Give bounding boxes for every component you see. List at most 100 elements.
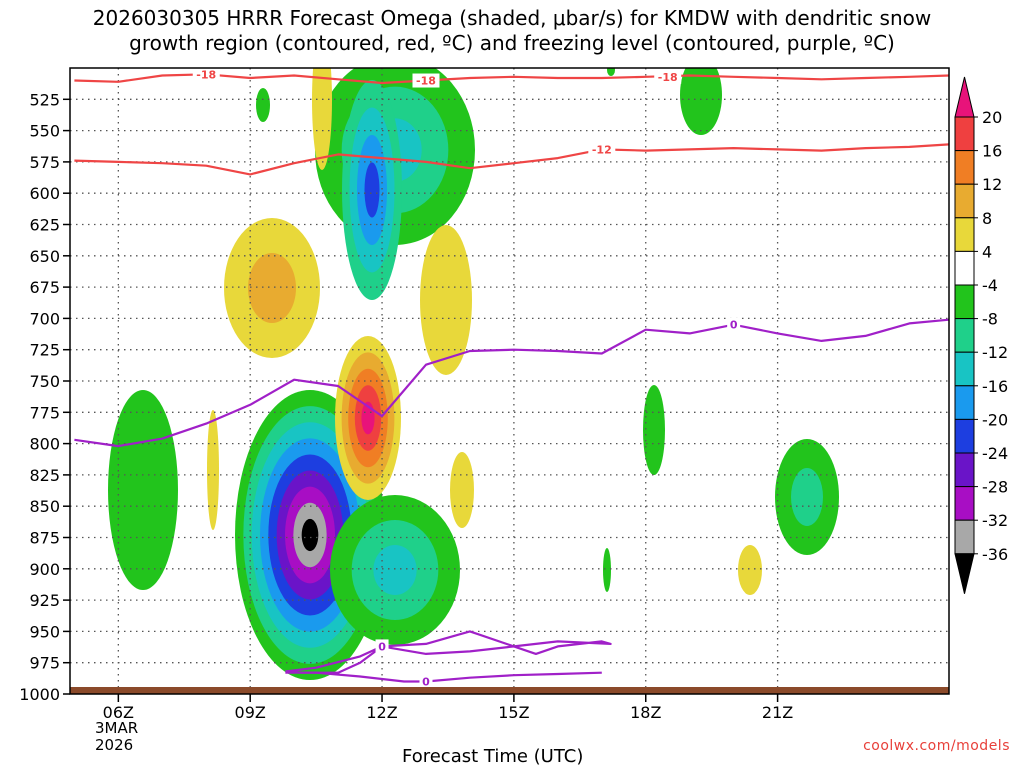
contour-purple-0-loop	[285, 630, 612, 674]
colorbar-bin-4	[954, 217, 975, 252]
colorbar-label-11: -28	[982, 478, 1008, 497]
ascent-tail-level-2	[373, 545, 417, 595]
colorbar-bin-2	[954, 150, 975, 185]
colorbar-label-7: -12	[982, 343, 1008, 362]
colorbar-label-5: -4	[982, 276, 998, 295]
y-tick-label-900: 900	[29, 560, 60, 579]
chart-title-line2: growth region (contoured, red, ºC) and f…	[129, 31, 895, 55]
colorbar-bin-1	[954, 116, 975, 152]
x-tick-label-18Z: 18Z	[630, 703, 661, 722]
chart-title: 2026030305 HRRR Forecast Omega (shaded, …	[0, 6, 1024, 56]
colorbar-bin-5	[954, 250, 975, 286]
colorbar-bin-10	[954, 418, 975, 454]
y-tick-label-525: 525	[29, 90, 60, 109]
contour-purple-0-lower	[285, 671, 602, 683]
y-tick-label-775: 775	[29, 403, 60, 422]
x-tick-label-12Z: 12Z	[366, 703, 397, 722]
x-tick-label-15Z: 15Z	[498, 703, 529, 722]
ascent-tiny-level-0	[603, 548, 611, 592]
contour-red-m12	[74, 143, 949, 176]
date-label-day: 3MAR	[95, 719, 139, 737]
y-tick-label-850: 850	[29, 497, 60, 516]
x-tick-label-09Z: 09Z	[235, 703, 266, 722]
contour-lines: -18 -18 -18 -12 0 0 0	[74, 68, 949, 689]
sinking-right-mid-level-0	[420, 225, 472, 375]
y-tick-label-575: 575	[29, 153, 60, 172]
y-tick-label-925: 925	[29, 591, 60, 610]
x-tick-label-21Z: 21Z	[762, 703, 793, 722]
contour-purple-0-upper-label-bg-0	[727, 317, 741, 332]
colorbar-bin-13	[954, 519, 975, 555]
contour-red-m18-label-bg-0	[192, 68, 220, 82]
y-tick-label-675: 675	[29, 278, 60, 297]
y-tick-label-950: 950	[29, 622, 60, 641]
sinking-thin-top-level-0	[312, 68, 332, 170]
colorbar-label-8: -16	[982, 377, 1008, 396]
colorbar-bottom-arrow	[954, 553, 975, 594]
upper-ascent-core-level-3	[364, 162, 380, 218]
date-label: 3MAR 2026	[95, 720, 138, 754]
sinking-thin-left-level-0	[207, 410, 219, 530]
y-tick-label-625: 625	[29, 216, 60, 235]
ascent-small-top-level-0	[256, 88, 270, 122]
y-tick-label-1000: 1000	[19, 685, 60, 704]
colorbar-label-12: -32	[982, 511, 1008, 530]
y-tick-label-700: 700	[29, 309, 60, 328]
date-label-year: 2026	[95, 736, 134, 754]
contour-purple-0-lower-label-0: 0	[422, 675, 430, 688]
colorbar-top-arrow	[954, 76, 975, 118]
sinking-small-right-level-0	[738, 545, 762, 595]
omega-shading	[108, 68, 839, 680]
ascent-right-level-1	[791, 468, 823, 526]
contour-purple-0-upper-label-0: 0	[730, 319, 738, 332]
grid-lines	[70, 68, 949, 694]
y-tick-label-650: 650	[29, 247, 60, 266]
chart-title-line1: 2026030305 HRRR Forecast Omega (shaded, …	[92, 6, 932, 30]
sinking-low-level-0	[450, 452, 474, 528]
contour-red-m18-label-1: -18	[416, 75, 436, 88]
colorbar-bin-6	[954, 284, 975, 320]
colorbar-label-6: -8	[982, 310, 998, 329]
contour-purple-0-upper	[74, 318, 949, 448]
colorbar-label-0: 20	[982, 108, 1002, 127]
colorbar-bin-8	[954, 351, 975, 387]
colorbar-label-2: 12	[982, 175, 1002, 194]
contour-red-m18-label-bg-2	[654, 69, 682, 84]
colorbar-bin-3	[954, 183, 975, 219]
colorbar: 20 16 12 8 4 -4 -8 -12 -16 -20 -24 -28 -32 -36	[954, 76, 1008, 594]
y-tick-label-875: 875	[29, 529, 60, 548]
plot-frame	[69, 67, 950, 695]
colorbar-label-3: 8	[982, 209, 992, 228]
contour-purple-0-loop-label-0: 0	[378, 640, 386, 653]
colorbar-bin-9	[954, 385, 975, 420]
y-tick-label-800: 800	[29, 435, 60, 454]
contour-red-m12-label-0: -12	[592, 143, 612, 156]
contour-purple-0-loop-label-bg-0	[375, 639, 389, 654]
y-tick-label-750: 750	[29, 372, 60, 391]
contour-red-m18	[74, 73, 949, 85]
ascent-top-right-level-0	[680, 68, 722, 135]
colorbar-label-9: -20	[982, 410, 1008, 429]
y-tick-label-600: 600	[29, 184, 60, 203]
x-axis: 06Z 09Z 12Z 15Z 18Z 21Z	[103, 694, 793, 722]
colorbar-label-10: -24	[982, 444, 1008, 463]
ascent-top-speck-level-0	[607, 68, 615, 76]
credit-link[interactable]: coolwx.com/models	[863, 738, 1010, 754]
contour-red-m18-label-2: -18	[658, 71, 678, 84]
y-tick-label-725: 725	[29, 341, 60, 360]
contour-purple-0-lower-label-bg-0	[419, 674, 433, 689]
colorbar-label-4: 4	[982, 242, 992, 261]
terrain-strip	[70, 687, 949, 694]
contour-red-m18-label-bg-1	[412, 73, 440, 88]
x-tick-label-06Z: 06Z	[103, 703, 134, 722]
contour-red-m18-label-0: -18	[196, 68, 216, 81]
y-tick-label-550: 550	[29, 122, 60, 141]
colorbar-bin-12	[954, 486, 975, 521]
sinking-upper-left-level-1	[248, 253, 296, 323]
colorbar-label-13: -36	[982, 545, 1008, 564]
y-tick-label-975: 975	[29, 654, 60, 673]
x-axis-title: Forecast Time (UTC)	[402, 746, 584, 767]
contour-red-m12-label-bg-0	[588, 142, 616, 157]
colorbar-label-1: 16	[982, 142, 1002, 161]
